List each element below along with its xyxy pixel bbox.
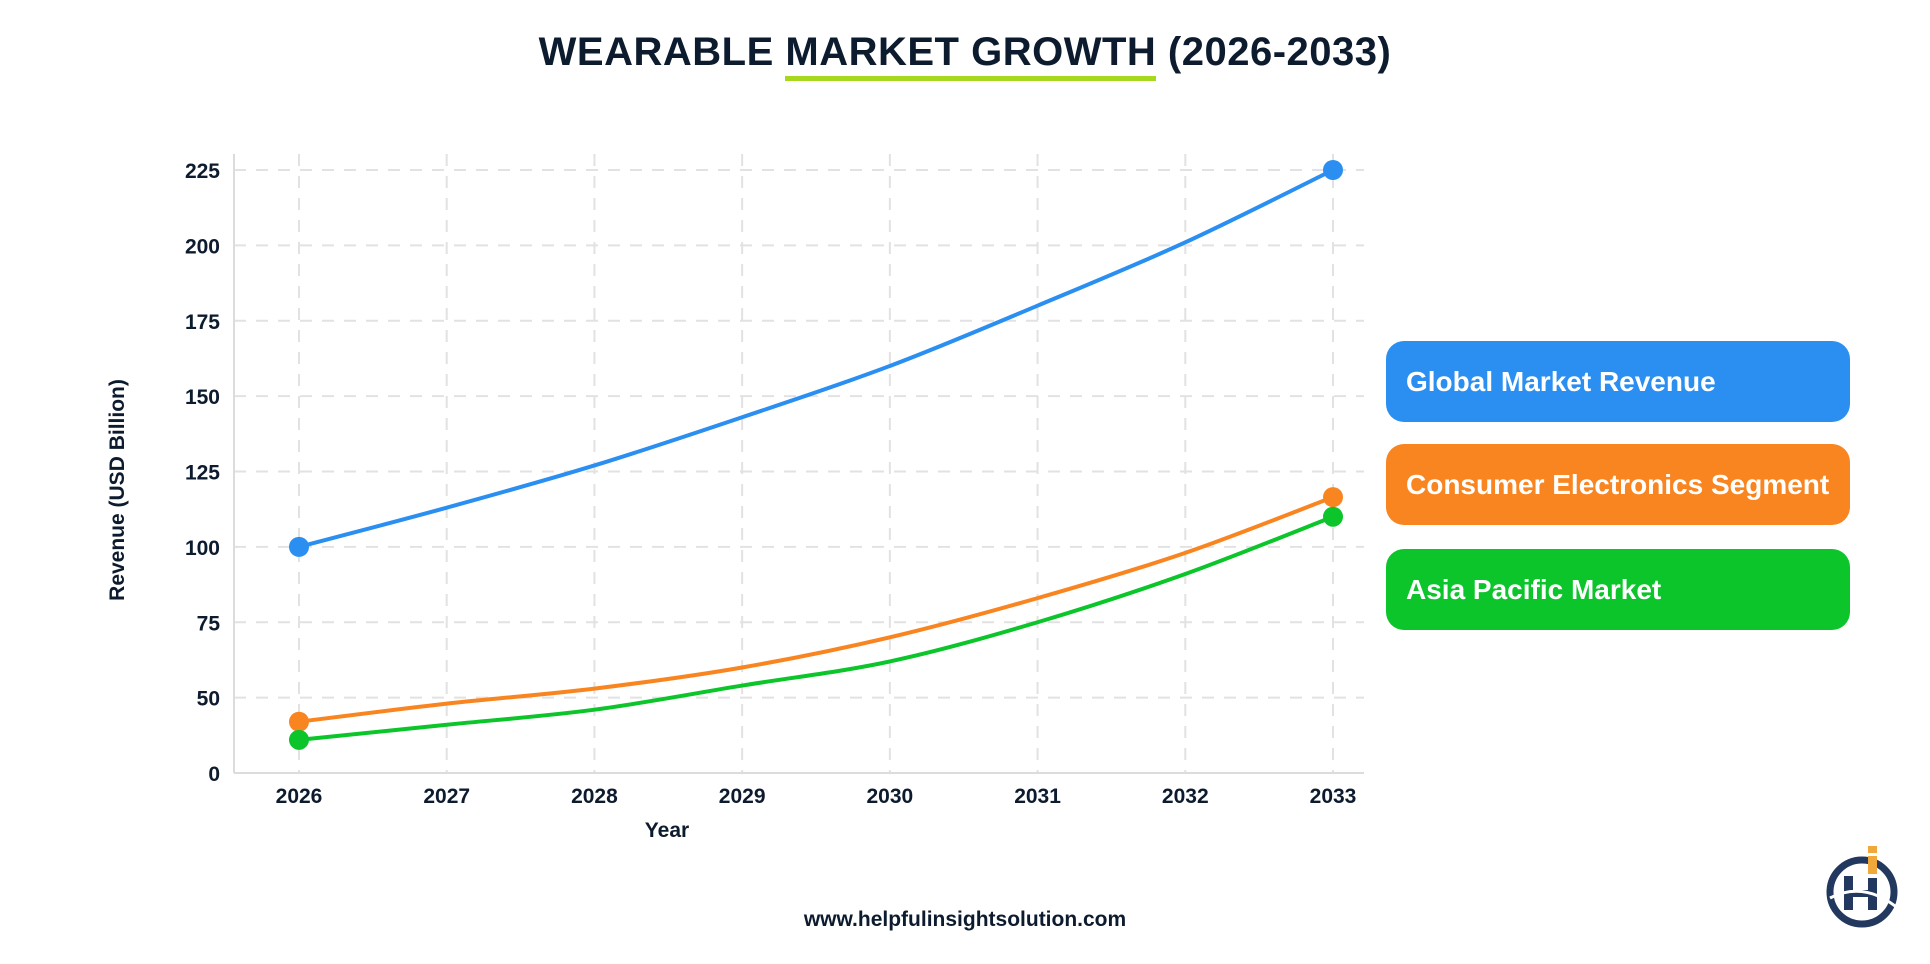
x-tick-label: 2026	[276, 785, 323, 808]
y-tick-label: 75	[197, 612, 221, 635]
title-part-3: (2026-2033)	[1156, 30, 1392, 74]
y-tick-label: 200	[185, 235, 220, 258]
data-point-asia-pacific-market	[1323, 506, 1343, 527]
data-point-global-market-revenue	[1323, 160, 1343, 180]
website-url: www.helpfulinsightsolution.com	[803, 908, 1127, 931]
x-axis-label: Year	[645, 819, 689, 842]
title-part-1: WEARABLE	[538, 30, 786, 74]
x-tick-label: 2028	[571, 785, 618, 808]
y-tick-label: 0	[208, 763, 220, 786]
y-tick-label: 225	[185, 160, 220, 183]
title-underlined-part: MARKET GROWTH	[785, 30, 1157, 81]
y-tick-label: 50	[197, 688, 220, 711]
y-tick-label: 175	[185, 311, 220, 334]
series-line-global-market-revenue	[298, 168, 1334, 549]
legend-item-asia-pacific-market: Asia Pacific Market	[1386, 549, 1850, 630]
x-tick-label: 2027	[423, 785, 470, 808]
x-tick-label: 2031	[1014, 785, 1061, 808]
series-line-asia-pacific-market	[298, 514, 1334, 742]
y-tick-label: 150	[185, 386, 220, 409]
legend-item-global-market-revenue: Global Market Revenue	[1386, 341, 1850, 422]
data-point-consumer-electronics-segment	[289, 711, 309, 732]
y-axis-label: Revenue (USD Billion)	[106, 379, 129, 601]
x-tick-label: 2033	[1310, 785, 1357, 808]
y-tick-label: 125	[185, 462, 220, 485]
y-tick-label: 100	[185, 537, 220, 560]
data-point-global-market-revenue	[289, 536, 309, 557]
axes: 0 50 75 100 125 150 175 200 225 2026 2027 2028 2029 2…	[185, 154, 1364, 808]
x-tick-label: 2030	[866, 785, 913, 808]
series-lines	[289, 160, 1343, 750]
grid	[234, 154, 1364, 773]
data-point-asia-pacific-market	[289, 729, 309, 750]
x-tick-label: 2032	[1162, 785, 1209, 808]
data-point-consumer-electronics-segment	[1323, 487, 1343, 508]
chart-title: WEARABLE MARKET GROWTH (2026-2033)	[0, 30, 1930, 81]
series-line-consumer-electronics-segment	[298, 495, 1334, 724]
legend-item-consumer-electronics-segment: Consumer Electronics Segment	[1386, 444, 1850, 525]
company-logo	[1826, 846, 1901, 928]
x-tick-label: 2029	[719, 785, 766, 808]
